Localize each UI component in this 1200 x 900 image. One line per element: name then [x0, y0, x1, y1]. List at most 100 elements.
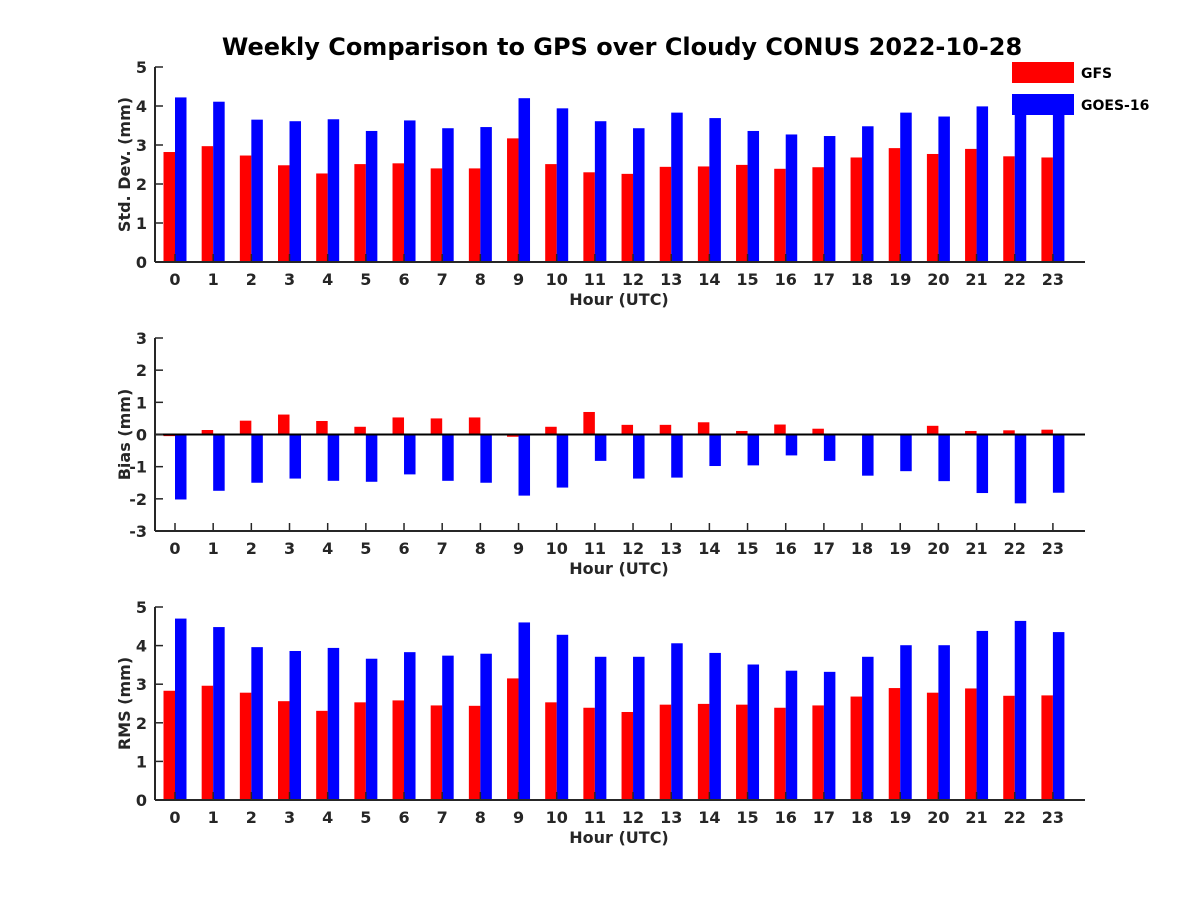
x-tick-label: 3 — [284, 270, 295, 289]
bar-gfs-hour-19 — [888, 148, 901, 262]
x-tick-label: 17 — [813, 539, 835, 558]
y-tick-label: 4 — [136, 97, 147, 116]
x-tick-label: 2 — [246, 270, 257, 289]
bar-goes16-hour-12 — [633, 128, 645, 262]
bar-goes16-hour-13 — [671, 434, 683, 478]
bar-gfs-hour-21 — [965, 148, 977, 262]
bar-gfs-hour-18 — [850, 696, 863, 800]
bar-goes16-hour-20 — [938, 116, 950, 262]
y-tick-label: 2 — [136, 714, 147, 733]
x-axis-label: Hour (UTC) — [569, 290, 669, 309]
bar-goes16-hour-20 — [938, 645, 950, 800]
x-tick-label: 19 — [889, 270, 911, 289]
bar-gfs-hour-17 — [812, 167, 824, 262]
x-tick-label: 9 — [513, 270, 524, 289]
bar-goes16-hour-1 — [213, 627, 225, 800]
bar-goes16-hour-21 — [976, 630, 989, 800]
x-tick-label: 11 — [584, 808, 606, 827]
x-tick-label: 20 — [927, 808, 949, 827]
bar-gfs-hour-13 — [659, 166, 672, 262]
bar-goes16-hour-23 — [1052, 632, 1065, 800]
y-tick-label: -1 — [129, 458, 147, 477]
y-tick-label: 2 — [136, 175, 147, 194]
bar-gfs-hour-9 — [507, 138, 519, 262]
x-tick-label: 20 — [927, 539, 949, 558]
bar-goes16-hour-16 — [785, 134, 798, 262]
x-tick-label: 16 — [775, 270, 797, 289]
y-tick-label: -3 — [129, 522, 147, 541]
x-tick-label: 21 — [965, 539, 987, 558]
bar-gfs-hour-23 — [1041, 157, 1053, 262]
bar-gfs-hour-20 — [926, 425, 939, 435]
bar-goes16-hour-3 — [289, 651, 302, 800]
x-tick-label: 0 — [169, 808, 180, 827]
x-tick-label: 21 — [965, 808, 987, 827]
bar-goes16-hour-6 — [404, 120, 416, 263]
x-tick-label: 15 — [736, 539, 758, 558]
x-tick-label: 15 — [736, 270, 758, 289]
bar-goes16-hour-2 — [251, 434, 263, 483]
bar-goes16-hour-14 — [709, 434, 721, 467]
x-tick-label: 5 — [360, 539, 371, 558]
bar-gfs-hour-13 — [659, 424, 672, 435]
bar-gfs-hour-3 — [278, 165, 290, 262]
bar-gfs-hour-5 — [354, 702, 366, 800]
x-tick-label: 13 — [660, 539, 682, 558]
legend-label-gfs: GFS — [1081, 66, 1112, 82]
x-tick-label: 4 — [322, 808, 333, 827]
bar-gfs-hour-15 — [736, 430, 748, 435]
x-tick-label: 23 — [1042, 539, 1064, 558]
bar-gfs-hour-11 — [583, 411, 595, 435]
legend-swatch-gfs — [1012, 62, 1074, 83]
bar-goes16-hour-4 — [327, 119, 340, 262]
bar-gfs-hour-8 — [468, 705, 481, 800]
bar-gfs-hour-11 — [583, 172, 595, 262]
bar-goes16-hour-6 — [404, 434, 416, 475]
x-tick-label: 3 — [284, 808, 295, 827]
bar-gfs-hour-9 — [507, 678, 519, 800]
x-tick-label: 6 — [398, 539, 409, 558]
bar-goes16-hour-4 — [327, 434, 340, 481]
x-tick-label: 14 — [698, 270, 720, 289]
bar-gfs-hour-2 — [239, 155, 252, 262]
bar-gfs-hour-12 — [621, 711, 634, 800]
bar-gfs-hour-12 — [621, 424, 634, 435]
x-tick-label: 11 — [584, 270, 606, 289]
bar-gfs-hour-9 — [507, 434, 519, 437]
bar-goes16-hour-13 — [671, 112, 683, 262]
bar-gfs-hour-5 — [354, 164, 366, 262]
bar-goes16-hour-13 — [671, 643, 683, 800]
y-tick-label: 4 — [136, 637, 147, 656]
x-tick-label: 17 — [813, 270, 835, 289]
bar-gfs-hour-7 — [430, 168, 443, 262]
x-tick-label: 22 — [1004, 270, 1026, 289]
x-tick-label: 22 — [1004, 808, 1026, 827]
legend-label-goes16: GOES-16 — [1081, 98, 1149, 114]
bar-gfs-hour-13 — [659, 704, 672, 800]
y-tick-label: 3 — [136, 329, 147, 348]
bar-goes16-hour-0 — [175, 618, 187, 800]
x-tick-label: 0 — [169, 270, 180, 289]
y-tick-label: -2 — [129, 490, 147, 509]
x-tick-label: 14 — [698, 808, 720, 827]
bar-gfs-hour-14 — [697, 703, 710, 800]
bar-goes16-hour-7 — [442, 655, 454, 800]
bar-gfs-hour-0 — [163, 690, 175, 800]
bar-goes16-hour-9 — [518, 434, 531, 496]
x-tick-label: 16 — [775, 539, 797, 558]
bar-gfs-hour-14 — [697, 166, 710, 262]
bar-goes16-hour-17 — [823, 136, 836, 262]
bar-gfs-hour-4 — [316, 173, 328, 262]
y-axis-label: Std. Dev. (mm) — [115, 97, 134, 232]
bar-gfs-hour-23 — [1041, 695, 1053, 800]
bar-goes16-hour-5 — [365, 130, 378, 262]
bar-gfs-hour-21 — [965, 430, 977, 435]
bar-goes16-hour-2 — [251, 119, 263, 263]
bar-goes16-hour-3 — [289, 121, 302, 263]
y-tick-label: 1 — [136, 214, 147, 233]
x-tick-label: 11 — [584, 539, 606, 558]
bar-goes16-hour-1 — [213, 101, 225, 263]
x-tick-label: 12 — [622, 539, 644, 558]
